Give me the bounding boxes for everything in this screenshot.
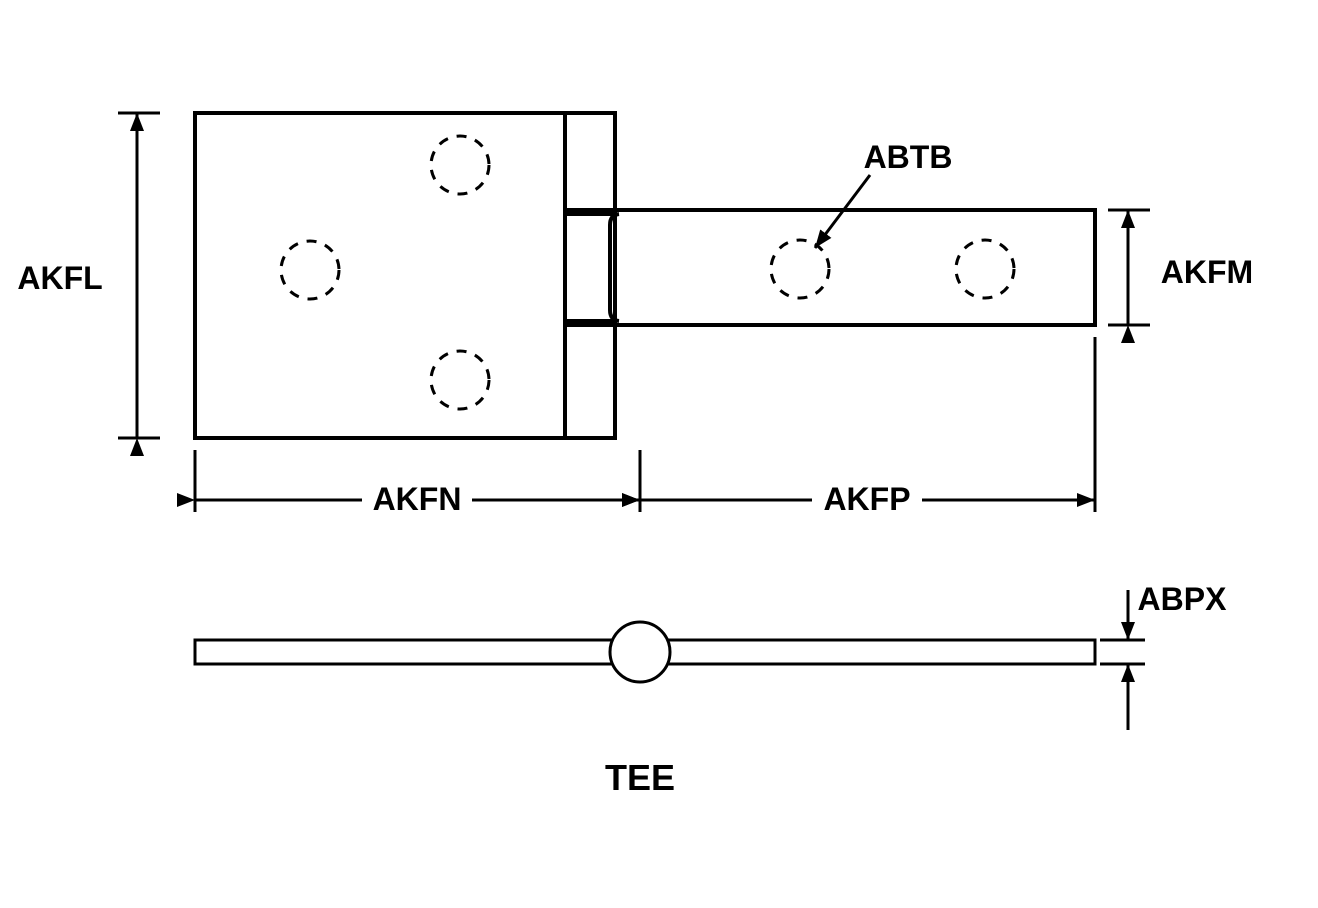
barrel-knuckle-top <box>565 113 615 210</box>
right-leaf <box>615 210 1095 325</box>
tee-hinge-diagram: AKFL AKFM AKFN AKFP ABTB ABPX TEE <box>0 0 1318 908</box>
label-akfl: AKFL <box>17 260 102 296</box>
label-akfm: AKFM <box>1161 254 1253 290</box>
diagram-title: TEE <box>605 757 675 798</box>
barrel-knuckle-middle <box>565 214 615 321</box>
label-akfn: AKFN <box>373 481 462 517</box>
side-view <box>195 622 1095 682</box>
label-akfp: AKFP <box>823 481 910 517</box>
dim-akfl <box>118 113 160 438</box>
left-leaf <box>195 113 565 438</box>
barrel-knuckle-bottom <box>565 325 615 438</box>
dim-akfm <box>1108 210 1150 325</box>
top-view <box>195 113 1095 438</box>
label-abpx: ABPX <box>1138 581 1228 617</box>
edge-pin <box>610 622 670 682</box>
label-abtb: ABTB <box>864 139 953 175</box>
